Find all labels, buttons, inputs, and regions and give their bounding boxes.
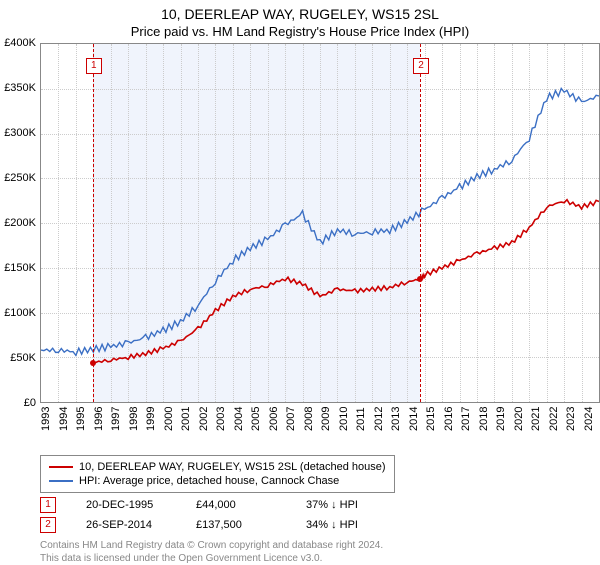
- x-tick-label: 2015: [425, 407, 437, 431]
- sale-marker-dot: [90, 360, 96, 366]
- y-tick-label: £300K: [4, 127, 36, 139]
- x-tick-label: 2016: [443, 407, 455, 431]
- y-tick-label: £150K: [4, 262, 36, 274]
- attribution-line: Contains HM Land Registry data © Crown c…: [40, 539, 600, 552]
- sale-price: £137,500: [196, 519, 276, 531]
- x-axis: 1993 1994 1995 1996 1997 1998 1999 2000 2001 2002…: [40, 403, 600, 449]
- x-tick-label: 1998: [128, 407, 140, 431]
- x-tick-label: 2017: [460, 407, 472, 431]
- x-tick-label: 2019: [495, 407, 507, 431]
- series-property: [93, 200, 599, 363]
- legend-label: HPI: Average price, detached house, Cann…: [79, 475, 339, 487]
- sale-marker-box: 2: [40, 517, 56, 533]
- x-tick-label: 2022: [548, 407, 560, 431]
- sale-row: 2 26-SEP-2014 £137,500 34% ↓ HPI: [40, 513, 600, 533]
- x-tick-label: 2000: [163, 407, 175, 431]
- x-tick-label: 1994: [58, 407, 70, 431]
- x-tick-label: 2006: [268, 407, 280, 431]
- x-tick-label: 1997: [110, 407, 122, 431]
- x-tick-label: 1995: [75, 407, 87, 431]
- y-tick-label: £350K: [4, 82, 36, 94]
- chart-title: 10, DEERLEAP WAY, RUGELEY, WS15 2SL: [0, 0, 600, 22]
- sale-marker-box: 2: [413, 58, 429, 74]
- y-tick-label: £200K: [4, 217, 36, 229]
- series-hpi: [41, 88, 599, 355]
- chart-subtitle: Price paid vs. HM Land Registry's House …: [0, 22, 600, 43]
- plot-area: 12: [40, 43, 600, 403]
- y-axis: £0£50K£100K£150K£200K£250K£300K£350K£400…: [0, 43, 40, 403]
- line-series-svg: [41, 44, 599, 402]
- y-tick-label: £50K: [10, 352, 36, 364]
- sale-marker-box: 1: [40, 497, 56, 513]
- sale-row: 1 20-DEC-1995 £44,000 37% ↓ HPI: [40, 493, 600, 513]
- x-tick-label: 2018: [478, 407, 490, 431]
- x-tick-label: 2003: [215, 407, 227, 431]
- legend-box: 10, DEERLEAP WAY, RUGELEY, WS15 2SL (det…: [40, 455, 395, 493]
- x-tick-label: 2024: [583, 407, 595, 431]
- sale-diff: 34% ↓ HPI: [306, 519, 386, 531]
- sale-date: 26-SEP-2014: [86, 519, 166, 531]
- y-tick-label: £100K: [4, 307, 36, 319]
- x-tick-label: 2004: [233, 407, 245, 431]
- sale-marker-dot: [417, 276, 423, 282]
- x-tick-label: 1996: [93, 407, 105, 431]
- x-tick-label: 2021: [530, 407, 542, 431]
- x-tick-label: 2012: [373, 407, 385, 431]
- x-tick-label: 2002: [198, 407, 210, 431]
- x-tick-label: 2020: [513, 407, 525, 431]
- sale-marker-line: [93, 44, 94, 402]
- attribution-line: This data is licensed under the Open Gov…: [40, 552, 600, 565]
- x-tick-label: 1999: [145, 407, 157, 431]
- sale-diff: 37% ↓ HPI: [306, 499, 386, 511]
- x-tick-label: 2023: [565, 407, 577, 431]
- legend-row: HPI: Average price, detached house, Cann…: [49, 474, 386, 488]
- sale-date: 20-DEC-1995: [86, 499, 166, 511]
- x-tick-label: 2001: [180, 407, 192, 431]
- sale-marker-box: 1: [86, 58, 102, 74]
- x-tick-label: 2014: [408, 407, 420, 431]
- y-tick-label: £250K: [4, 172, 36, 184]
- sale-price: £44,000: [196, 499, 276, 511]
- x-tick-label: 2011: [355, 407, 367, 431]
- legend-area: 10, DEERLEAP WAY, RUGELEY, WS15 2SL (det…: [40, 455, 600, 565]
- legend-swatch: [49, 480, 73, 482]
- sale-marker-line: [420, 44, 421, 402]
- x-tick-label: 2005: [250, 407, 262, 431]
- x-tick-label: 2013: [390, 407, 402, 431]
- legend-swatch: [49, 466, 73, 468]
- legend-row: 10, DEERLEAP WAY, RUGELEY, WS15 2SL (det…: [49, 460, 386, 474]
- x-tick-label: 1993: [40, 407, 52, 431]
- y-tick-label: £400K: [4, 37, 36, 49]
- x-tick-label: 2008: [303, 407, 315, 431]
- x-tick-label: 2010: [338, 407, 350, 431]
- legend-label: 10, DEERLEAP WAY, RUGELEY, WS15 2SL (det…: [79, 461, 386, 473]
- chart-area: 12 £0£50K£100K£150K£200K£250K£300K£350K£…: [40, 43, 600, 403]
- y-tick-label: £0: [24, 397, 36, 409]
- attribution: Contains HM Land Registry data © Crown c…: [40, 533, 600, 565]
- x-tick-label: 2009: [320, 407, 332, 431]
- x-tick-label: 2007: [285, 407, 297, 431]
